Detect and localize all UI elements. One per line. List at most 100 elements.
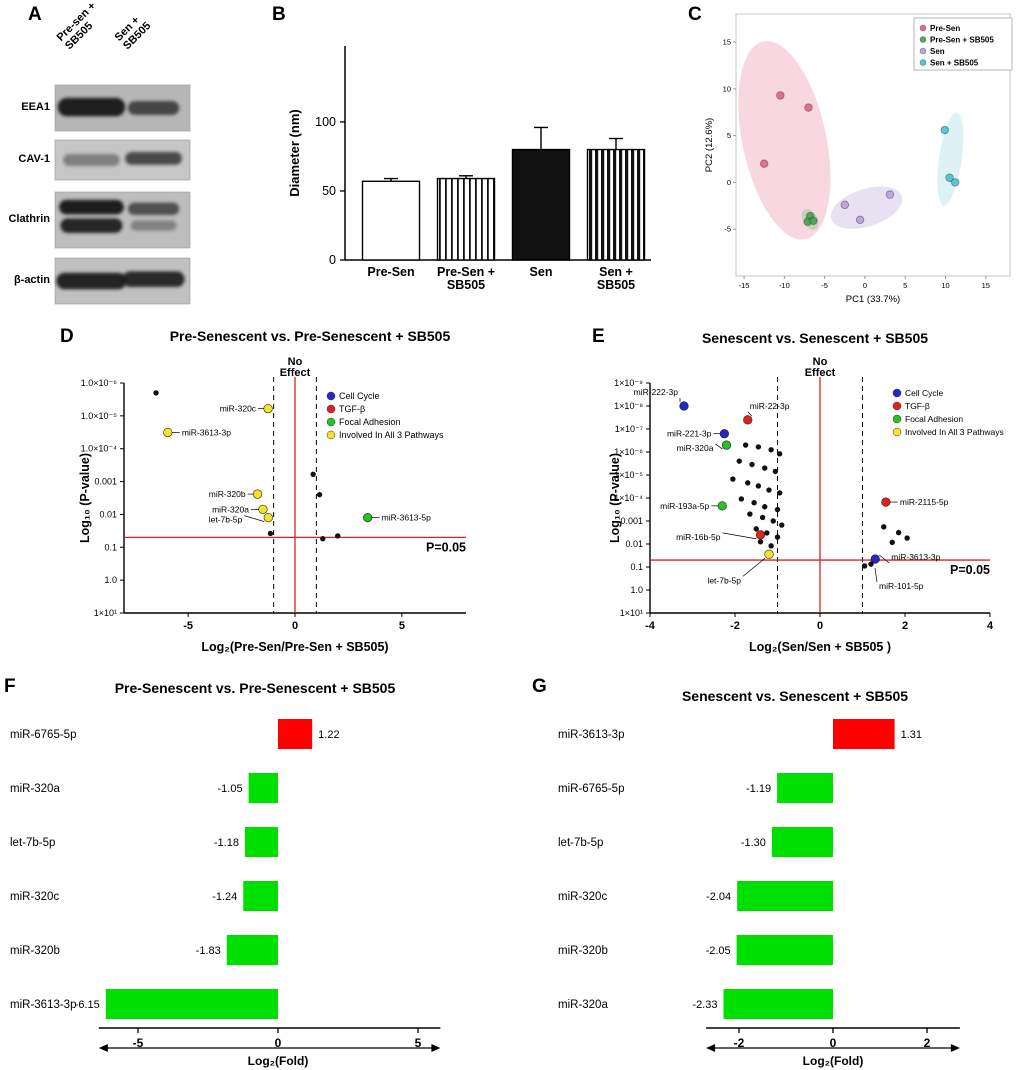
x-tick-label: 2 xyxy=(924,1036,931,1050)
x-tick-label: 0 xyxy=(817,620,823,632)
legend-label: Sen xyxy=(930,47,945,56)
point-label: let-7b-5p xyxy=(707,575,741,585)
bar xyxy=(105,989,278,1019)
x-axis-title: PC1 (33.7%) xyxy=(846,294,900,305)
y-tick-label: 1×10¹ xyxy=(94,608,117,618)
volcano-point xyxy=(736,458,742,464)
point-label: miR-101-5p xyxy=(879,581,924,591)
legend-box xyxy=(913,17,1013,71)
x-axis-title: Log₂(Fold) xyxy=(803,1054,864,1068)
pca-point xyxy=(840,200,849,210)
volcano-point xyxy=(774,534,781,540)
volcano-point xyxy=(889,539,895,546)
y-tick-label: 1×10⁻⁷ xyxy=(615,424,643,434)
panel-c-label: C xyxy=(688,4,702,25)
y-tick-label: 1.0 xyxy=(104,575,117,585)
point-label: miR-2115-5p xyxy=(900,497,949,507)
x-tick-label: 0 xyxy=(292,620,298,632)
x-tick-label: -15 xyxy=(739,281,750,290)
western-blot-panel: EEA1 CAV-1 Clathrin β-actin Pre-sen + SB505 S… xyxy=(0,0,240,320)
no-effect-label: Effect xyxy=(805,367,836,379)
point-label: miR-3613-5p xyxy=(382,513,431,523)
category-label: Sen + xyxy=(599,265,633,279)
pca-point xyxy=(776,91,785,100)
legend-dot xyxy=(326,417,336,427)
x-tick-label: 2 xyxy=(902,620,908,632)
volcano-point xyxy=(310,471,316,477)
label-connector xyxy=(742,558,766,577)
value-label: 1.31 xyxy=(901,729,922,741)
bar xyxy=(771,827,833,857)
legend-label: Pre-Sen xyxy=(930,24,960,33)
label-connector xyxy=(722,532,757,540)
bar xyxy=(723,989,833,1019)
no-effect-label: No xyxy=(813,356,828,368)
bar xyxy=(436,177,496,261)
y-axis-title: Diameter (nm) xyxy=(287,109,302,196)
volcano-point xyxy=(263,513,273,523)
y-tick-label: 5 xyxy=(727,131,731,140)
pca-point xyxy=(945,173,954,182)
no-effect-label: Effect xyxy=(280,367,311,379)
x-tick-label: -4 xyxy=(645,620,656,632)
p-threshold-label: P=0.05 xyxy=(950,563,990,577)
value-label: -2.04 xyxy=(706,891,731,903)
y-tick-label: 0 xyxy=(329,253,336,267)
volcano-point xyxy=(764,530,770,536)
bar xyxy=(361,180,421,261)
pca-point xyxy=(760,159,769,168)
volcano-point xyxy=(770,518,776,524)
lane-label: Pre-sen + SB505 xyxy=(54,0,99,53)
volcano-point xyxy=(263,403,273,414)
point-label: miR-22-3p xyxy=(750,401,790,411)
y-tick-label: 0.01 xyxy=(625,539,643,549)
blot-target-label: β-actin xyxy=(13,274,50,286)
point-label: miR-320a xyxy=(677,443,714,453)
y-tick-label: 1.0×10⁻⁵ xyxy=(81,411,118,421)
y-tick-label: 0.1 xyxy=(630,562,643,572)
protein-band xyxy=(122,271,185,287)
legend-label: Cell Cycle xyxy=(339,391,380,401)
x-axis-title: Log₂(Pre-Sen/Pre-Sen + SB505) xyxy=(201,640,388,654)
fold-change-bars-presen: miR-6765-5p 1.22 miR-320a -1.05 let-7b-5p -1.… xyxy=(10,719,441,1068)
y-tick-label: 1.0×10⁻⁴ xyxy=(81,444,118,454)
legend-label: Focal Adhesion xyxy=(339,417,401,427)
point-label: miR-16b-5p xyxy=(676,532,721,542)
legend-dot xyxy=(326,430,336,440)
protein-band xyxy=(57,97,126,117)
pca-point xyxy=(804,103,813,112)
x-tick-label: 10 xyxy=(941,281,949,290)
point-label: miR-222-3p xyxy=(634,387,679,397)
panel-a-label: A xyxy=(28,4,42,25)
volcano-point xyxy=(153,390,159,396)
volcano-point xyxy=(363,513,373,523)
volcano-point xyxy=(776,490,783,496)
protein-band xyxy=(127,202,180,215)
legend-label: Sen + SB505 xyxy=(930,59,979,68)
pca-point xyxy=(940,125,949,135)
blot-target-label: Clathrin xyxy=(8,213,50,225)
protein-band xyxy=(130,220,177,231)
y-tick-label: 1×10⁻⁵ xyxy=(614,470,643,480)
y-axis-title: Log₁₀ (P-value) xyxy=(78,453,92,543)
y-tick-label: -5 xyxy=(724,225,731,234)
row-label: miR-320a xyxy=(558,999,608,1011)
volcano-point xyxy=(881,497,891,507)
y-tick-label: 50 xyxy=(322,184,336,198)
value-label: -2.05 xyxy=(706,945,731,957)
row-label: miR-3613-3p xyxy=(558,729,624,741)
x-tick-label: -5 xyxy=(183,620,193,632)
volcano-point xyxy=(730,476,736,482)
y-tick-label: 0.01 xyxy=(99,509,117,519)
y-tick-label: 1.0 xyxy=(630,585,643,595)
legend-dot xyxy=(919,24,927,32)
row-label: miR-6765-5p xyxy=(558,783,624,795)
row-label: miR-3613-3p xyxy=(10,999,76,1011)
value-label: -1.83 xyxy=(196,945,221,957)
value-label: -6.15 xyxy=(75,999,100,1011)
volcano-point xyxy=(768,543,774,549)
blot-target-label: CAV-1 xyxy=(18,153,50,165)
protein-band xyxy=(127,101,180,115)
panel-f-label: F xyxy=(4,676,16,697)
blot-target-label: EEA1 xyxy=(21,101,50,113)
